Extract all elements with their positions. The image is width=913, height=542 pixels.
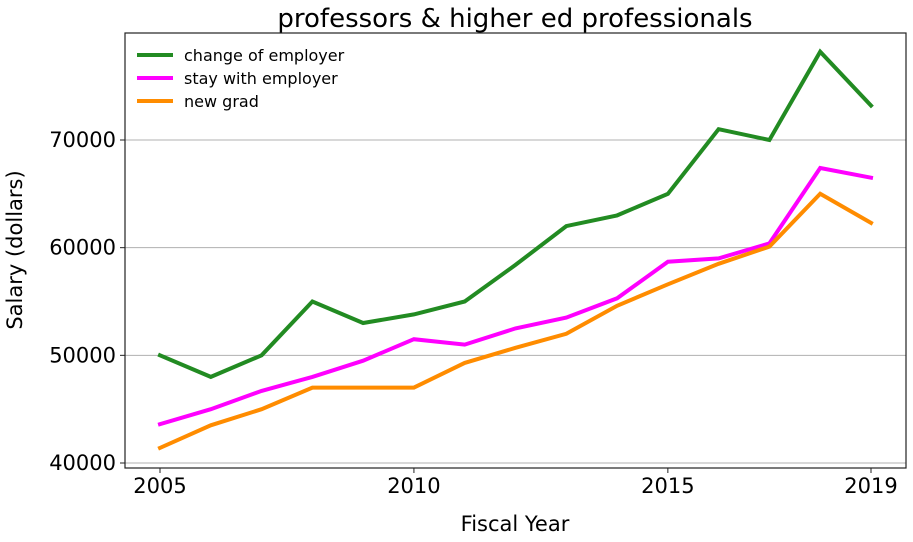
legend-label: change of employer: [184, 46, 345, 65]
chart-title: professors & higher ed professionals: [277, 4, 752, 34]
y-axis-ticks: 40000 50000 60000 70000: [49, 128, 125, 475]
series-line-change-of-employer: [157, 48, 874, 380]
legend-label: stay with employer: [184, 69, 338, 88]
series-line-stay-with-employer: [157, 165, 874, 427]
y-tick-label: 60000: [49, 236, 116, 260]
y-axis-label: Salary (dollars): [3, 170, 27, 329]
y-gridlines: [125, 139, 906, 464]
y-tick-label: 40000: [49, 451, 116, 475]
x-axis-label: Fiscal Year: [461, 512, 570, 536]
x-tick-label: 2019: [844, 474, 897, 498]
legend-label: new grad: [184, 92, 259, 111]
series-line-new-grad: [157, 191, 874, 451]
x-tick-label: 2010: [387, 474, 440, 498]
x-axis-ticks: 2005 2010 2015 2019: [133, 468, 898, 498]
y-tick-label: 70000: [49, 128, 116, 152]
axes-frame: [124, 32, 907, 469]
legend: change of employer stay with employer new …: [137, 46, 345, 111]
x-tick-label: 2005: [133, 474, 186, 498]
x-tick-label: 2015: [641, 474, 694, 498]
y-tick-label: 50000: [49, 343, 116, 367]
plot-series: [157, 48, 874, 451]
